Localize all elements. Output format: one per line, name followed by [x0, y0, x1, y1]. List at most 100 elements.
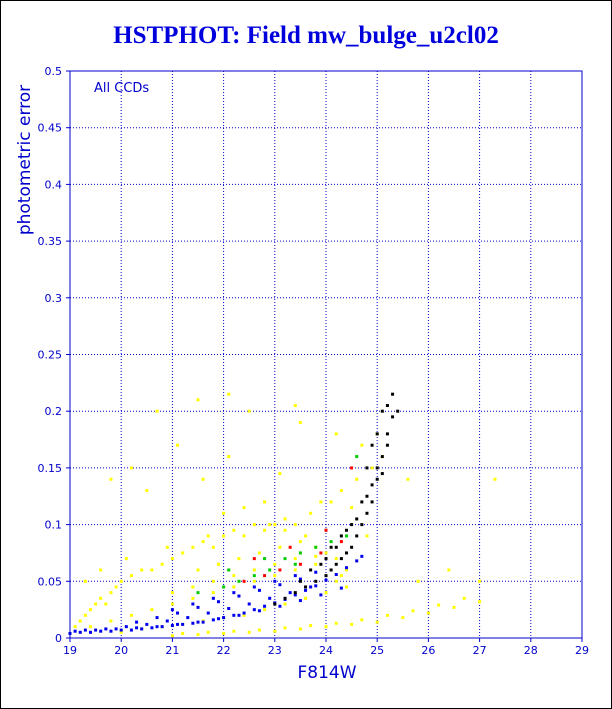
data-point	[268, 596, 272, 600]
data-point	[350, 622, 354, 626]
data-point	[104, 602, 108, 606]
data-point	[360, 500, 364, 504]
data-point	[334, 621, 338, 625]
data-point	[319, 551, 323, 555]
x-tick-label: 28	[524, 644, 538, 657]
x-tick-label: 21	[165, 644, 179, 657]
data-point	[242, 613, 246, 617]
data-point	[140, 627, 144, 631]
data-point	[170, 634, 174, 638]
y-tick-label: 0.1	[45, 519, 63, 532]
data-point	[370, 466, 374, 470]
data-point	[150, 626, 154, 630]
data-point	[263, 604, 267, 608]
data-point	[314, 562, 318, 566]
data-point	[119, 628, 123, 632]
data-point	[370, 500, 374, 504]
data-point	[119, 579, 123, 583]
data-point	[329, 540, 333, 544]
data-point	[293, 557, 297, 561]
data-point	[355, 534, 359, 538]
data-point	[355, 477, 359, 481]
data-point	[176, 622, 180, 626]
series-1	[68, 554, 364, 635]
data-point	[181, 622, 185, 626]
data-point	[73, 629, 77, 633]
data-point	[94, 602, 98, 606]
data-point	[273, 629, 277, 633]
data-point	[278, 472, 282, 476]
data-point	[288, 591, 292, 595]
data-point	[324, 574, 328, 578]
data-point	[329, 568, 333, 572]
data-point	[304, 588, 308, 592]
data-point	[273, 579, 277, 583]
data-point	[227, 392, 231, 396]
series-0	[73, 392, 497, 638]
data-point	[396, 409, 400, 413]
data-point	[140, 568, 144, 572]
data-point	[350, 466, 354, 470]
data-point	[314, 545, 318, 549]
data-point	[155, 409, 159, 413]
data-point	[268, 568, 272, 572]
data-point	[237, 557, 241, 561]
data-point	[375, 620, 379, 624]
data-point	[78, 619, 82, 623]
data-point	[257, 609, 261, 613]
data-point	[129, 466, 133, 470]
data-point	[150, 568, 154, 572]
data-point	[109, 477, 113, 481]
data-point	[344, 566, 348, 570]
data-point	[350, 523, 354, 527]
data-point	[339, 534, 343, 538]
data-point	[211, 545, 215, 549]
data-point	[176, 443, 180, 447]
data-point	[252, 557, 256, 561]
data-point	[314, 570, 318, 574]
data-point	[252, 579, 256, 583]
data-point	[227, 568, 231, 572]
data-point	[165, 619, 169, 623]
y-tick-label: 0.45	[38, 122, 63, 135]
x-tick-label: 27	[473, 644, 487, 657]
data-point	[298, 579, 302, 583]
data-point	[380, 409, 384, 413]
data-point	[257, 588, 261, 592]
data-point	[232, 591, 236, 595]
data-point	[298, 421, 302, 425]
y-ticks: 0 0.05 0.1 0.15 0.2 0.25 0.3 0.35 0.4 0.45 0.5	[38, 65, 70, 645]
data-point	[129, 574, 133, 578]
data-point	[365, 466, 369, 470]
data-point	[365, 534, 369, 538]
data-point	[309, 624, 313, 628]
data-point	[201, 540, 205, 544]
data-point	[298, 562, 302, 566]
data-point	[319, 593, 323, 597]
data-point	[99, 596, 103, 600]
data-point	[344, 568, 348, 572]
data-point	[298, 599, 302, 603]
data-point	[73, 625, 77, 629]
data-point	[211, 591, 215, 595]
data-point	[181, 631, 185, 635]
data-point	[222, 511, 226, 515]
data-point	[191, 585, 195, 589]
y-tick-label: 0	[55, 632, 62, 645]
data-point	[109, 619, 113, 623]
data-point	[437, 603, 441, 607]
data-point	[237, 613, 241, 617]
data-point	[170, 608, 174, 612]
y-tick-label: 0.35	[38, 235, 63, 248]
data-point	[242, 506, 246, 510]
y-tick-label: 0.4	[45, 178, 63, 191]
x-ticks: 19 20 21 22 23 24 25 26 27 28 29	[63, 638, 589, 657]
data-point	[211, 618, 215, 622]
data-point	[88, 630, 92, 634]
data-point	[160, 562, 164, 566]
data-point	[304, 585, 308, 589]
data-point	[78, 630, 82, 634]
data-point	[391, 392, 395, 396]
data-point	[186, 616, 190, 620]
ccd-annotation: All CCDs	[94, 81, 149, 96]
